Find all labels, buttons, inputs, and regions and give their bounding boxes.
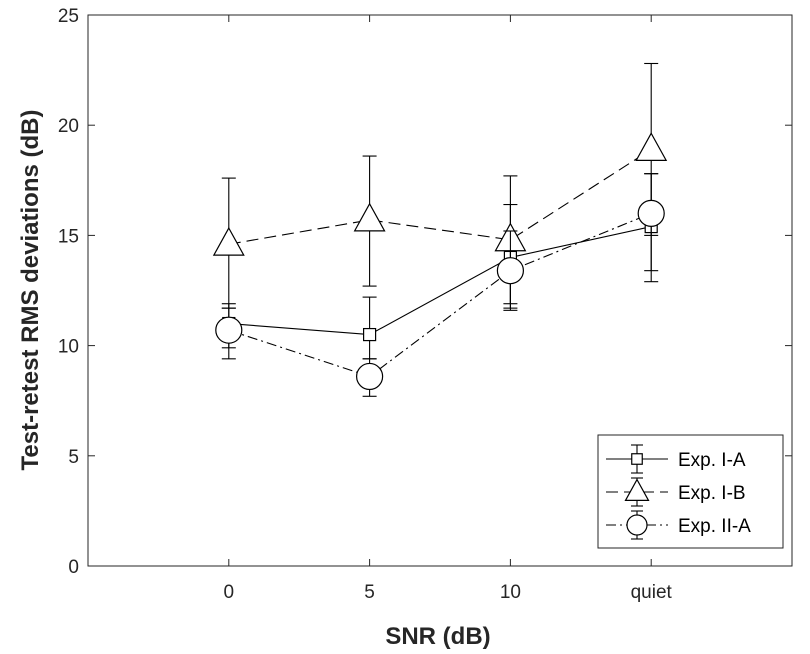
y-tick-label: 15	[58, 226, 79, 247]
data-point	[212, 226, 245, 256]
legend-label: Exp. I-B	[678, 483, 746, 504]
legend-marker	[631, 453, 643, 465]
legend-entry: Exp. II-A	[606, 510, 751, 540]
x-tick-label: 10	[500, 582, 521, 603]
series-circle	[215, 173, 665, 397]
x-tick-label: quiet	[631, 582, 673, 603]
series-line	[228, 148, 652, 245]
y-tick-label: 10	[58, 337, 79, 358]
data-point	[356, 362, 384, 391]
y-tick-label: 25	[58, 6, 79, 27]
data-point	[215, 316, 243, 344]
legend-entry: Exp. I-B	[606, 477, 746, 507]
legend-label: Exp. I-A	[678, 450, 746, 471]
data-point	[496, 257, 524, 285]
data-point	[637, 199, 665, 227]
data-point	[363, 327, 377, 342]
legend-marker	[626, 514, 648, 536]
y-tick-label: 5	[68, 447, 79, 468]
y-tick-label: 20	[58, 116, 79, 137]
data-point	[353, 202, 386, 232]
legend-entry: Exp. I-A	[606, 444, 746, 474]
x-tick-label: 0	[224, 582, 235, 603]
x-tick-label: 5	[364, 582, 375, 603]
legend-label: Exp. II-A	[678, 516, 751, 537]
legend-marker	[624, 478, 650, 501]
y-axis: 0 5 10 15 20 25	[58, 6, 792, 578]
y-tick-label: 0	[68, 557, 79, 578]
legend: Exp. I-A Exp. I-B Exp. II-A	[597, 434, 784, 549]
data-point	[635, 132, 668, 161]
y-axis-title: Test-retest RMS deviations (dB)	[17, 110, 44, 471]
x-axis-title: SNR (dB)	[385, 623, 490, 650]
x-axis: 0 5 10 quiet	[224, 15, 673, 603]
series-layer	[212, 62, 668, 397]
series-line	[228, 212, 652, 378]
